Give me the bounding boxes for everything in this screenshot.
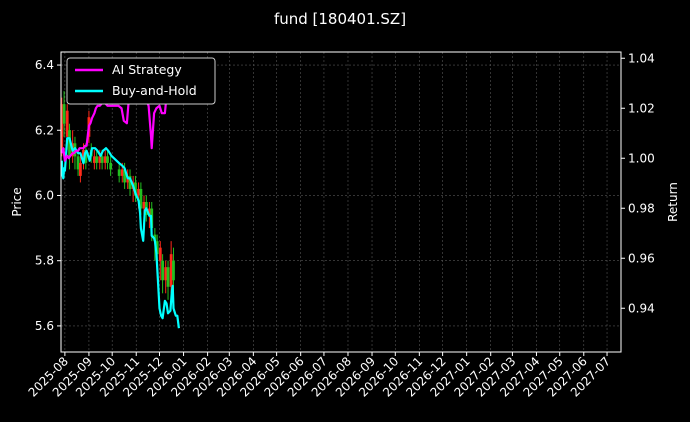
candle-body [139, 188, 143, 209]
candle-body [134, 182, 137, 196]
legend-label-ai-strategy: AI Strategy [112, 62, 182, 77]
y2-tick-label: 0.96 [628, 251, 655, 265]
candle-body [76, 156, 80, 170]
candle-body [158, 247, 162, 261]
candle-body [62, 104, 66, 124]
legend-box [66, 57, 216, 105]
candle-body [169, 254, 173, 287]
candle-body [92, 156, 96, 163]
y-axis-title: Price [10, 187, 24, 216]
y2-tick-label: 1.04 [628, 51, 655, 65]
series-line-ai-strategy [60, 67, 179, 162]
y2-tick-label: 1.00 [628, 151, 655, 165]
y2-tick-label: 0.98 [628, 201, 655, 215]
candle-body [172, 260, 175, 281]
candle-body [103, 156, 107, 163]
legend-label-buy-and-hold: Buy-and-Hold [112, 83, 197, 98]
candle-body [166, 267, 170, 287]
left-axis: 5.6 5.8 6.0 6.2 6.4 [35, 58, 61, 333]
candle-body [137, 188, 140, 196]
candle-body [68, 130, 71, 157]
legend: AI Strategy Buy-and-Hold [66, 57, 216, 105]
y-tick-label: 6.2 [35, 123, 54, 137]
candle-body [84, 149, 88, 163]
candle-body [117, 169, 121, 176]
series-lines [60, 67, 180, 329]
series-line-buy-and-hold [60, 137, 180, 329]
candle-body [60, 104, 64, 154]
y2-tick-label: 1.02 [628, 101, 655, 115]
y-tick-label: 5.6 [35, 319, 54, 333]
candle-body [161, 260, 165, 281]
candle-body [78, 162, 82, 176]
candle-body [128, 175, 132, 189]
candle-body [155, 241, 159, 255]
right-axis: 0.94 0.96 0.98 1.00 1.02 1.04 [621, 51, 655, 315]
candle-body [123, 169, 127, 183]
candle-body [109, 162, 113, 170]
y2-tick-label: 0.94 [628, 301, 655, 315]
chart-title: fund [180401.SZ] [274, 10, 406, 28]
y-tick-label: 6.0 [35, 188, 54, 202]
y2-axis-title: Return [666, 182, 680, 222]
y-tick-label: 5.8 [35, 254, 54, 268]
candle-body [148, 208, 151, 216]
candle-body [106, 156, 109, 163]
candle-body [98, 156, 102, 163]
candle-body [164, 267, 168, 281]
y-tick-label: 6.4 [35, 58, 54, 72]
candle-body [65, 110, 69, 137]
plot-frame [60, 51, 622, 353]
candle-body [95, 156, 99, 163]
candle-body [120, 169, 124, 176]
candle-body [100, 156, 104, 163]
candle-body [142, 202, 146, 209]
